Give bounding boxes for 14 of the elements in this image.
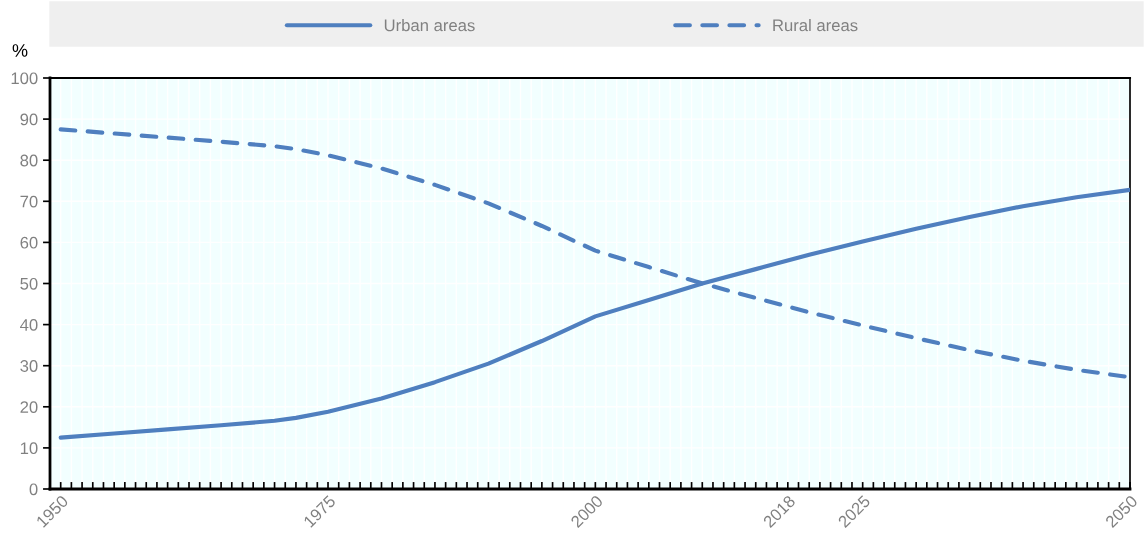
- y-tick-label: 100: [11, 72, 38, 85]
- y-tick-label: 90: [20, 113, 38, 126]
- y-axis-title: %: [12, 44, 28, 57]
- y-tick-label: 70: [20, 195, 38, 208]
- y-tick-label: 10: [20, 442, 38, 455]
- y-tick-label: 30: [20, 360, 38, 372]
- legend-label: Urban areas: [384, 19, 475, 32]
- y-tick-label: 80: [20, 154, 38, 167]
- y-tick-label: 40: [20, 319, 38, 331]
- y-tick-label: 50: [20, 277, 38, 290]
- legend-label: Rural areas: [773, 19, 858, 32]
- y-tick-label: 60: [20, 236, 38, 249]
- y-tick-label: 20: [20, 401, 38, 413]
- y-tick-label: 0: [29, 483, 38, 496]
